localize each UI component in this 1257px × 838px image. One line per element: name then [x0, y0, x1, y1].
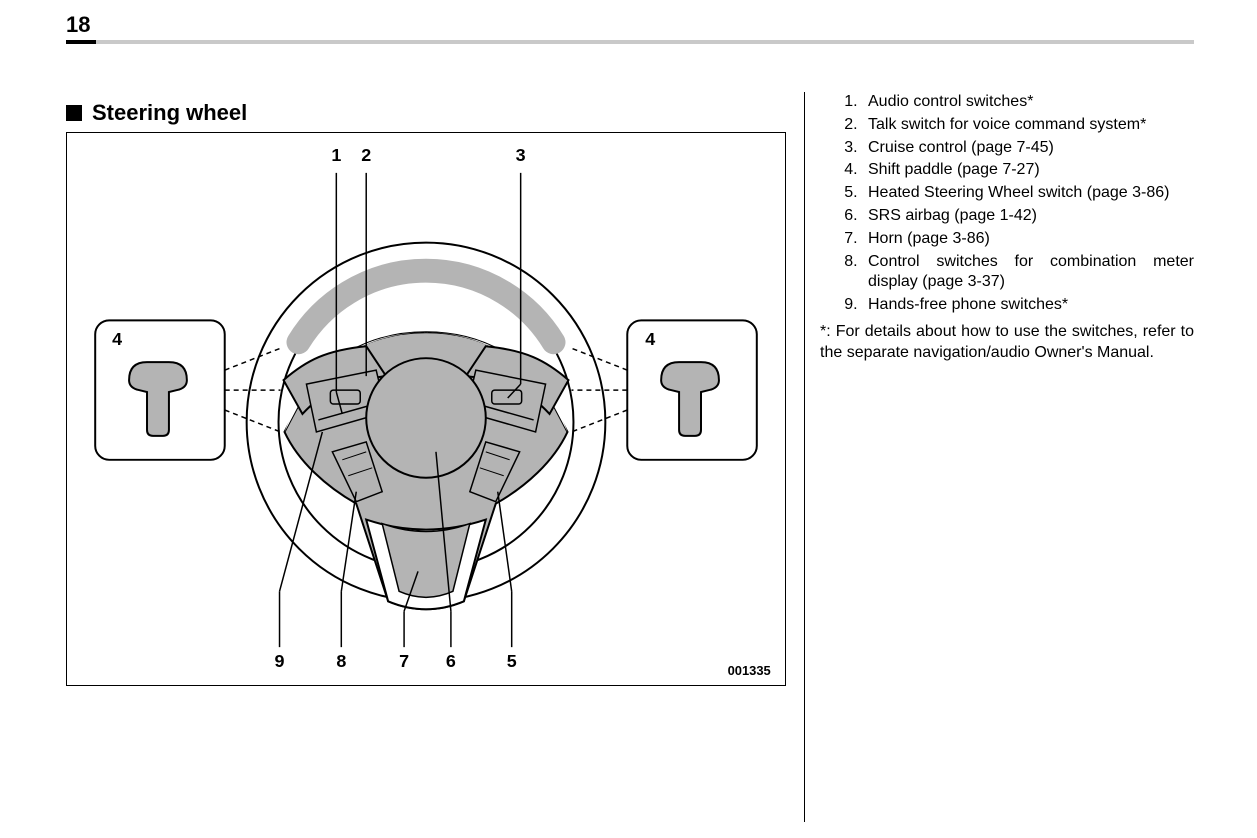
callout-7: 7 — [399, 651, 409, 671]
callout-2: 2 — [361, 145, 371, 165]
header-rule-accent — [66, 40, 96, 44]
legend-item-5: Heated Steering Wheel switch (page 3-86) — [862, 183, 1194, 204]
square-bullet-icon — [66, 105, 82, 121]
callout-4-left: 4 — [112, 329, 122, 349]
figure-code: 001335 — [728, 663, 771, 678]
legend-item-3: Cruise control (page 7-45) — [862, 138, 1194, 159]
legend-item-4: Shift paddle (page 7-27) — [862, 160, 1194, 181]
legend-item-1: Audio control switches* — [862, 92, 1194, 113]
header-rule — [66, 40, 1194, 44]
callout-3: 3 — [516, 145, 526, 165]
manual-page: 18 Steering wheel — [0, 0, 1257, 838]
legend-list: Audio control switches* Talk switch for … — [820, 92, 1194, 316]
callout-8: 8 — [336, 651, 346, 671]
legend-item-8: Control switches for combination meter d… — [862, 252, 1194, 294]
callout-9: 9 — [275, 651, 285, 671]
section-heading: Steering wheel — [66, 100, 247, 126]
callout-1: 1 — [331, 145, 341, 165]
steering-wheel — [247, 243, 606, 610]
legend-item-9: Hands-free phone switches* — [862, 295, 1194, 316]
legend-item-6: SRS airbag (page 1-42) — [862, 206, 1194, 227]
section-title: Steering wheel — [92, 100, 247, 126]
legend: Audio control switches* Talk switch for … — [820, 92, 1194, 364]
page-number: 18 — [66, 12, 90, 38]
callout-6: 6 — [446, 651, 456, 671]
steering-wheel-diagram: 1 2 3 9 8 7 6 5 4 4 001335 — [67, 133, 785, 685]
callout-5: 5 — [507, 651, 517, 671]
legend-footnote: *: For details about how to use the swit… — [820, 322, 1194, 364]
figure-steering-wheel: 1 2 3 9 8 7 6 5 4 4 001335 — [66, 132, 786, 686]
column-divider — [804, 92, 805, 822]
legend-item-2: Talk switch for voice command system* — [862, 115, 1194, 136]
callout-4-right: 4 — [645, 329, 655, 349]
legend-item-7: Horn (page 3-86) — [862, 229, 1194, 250]
